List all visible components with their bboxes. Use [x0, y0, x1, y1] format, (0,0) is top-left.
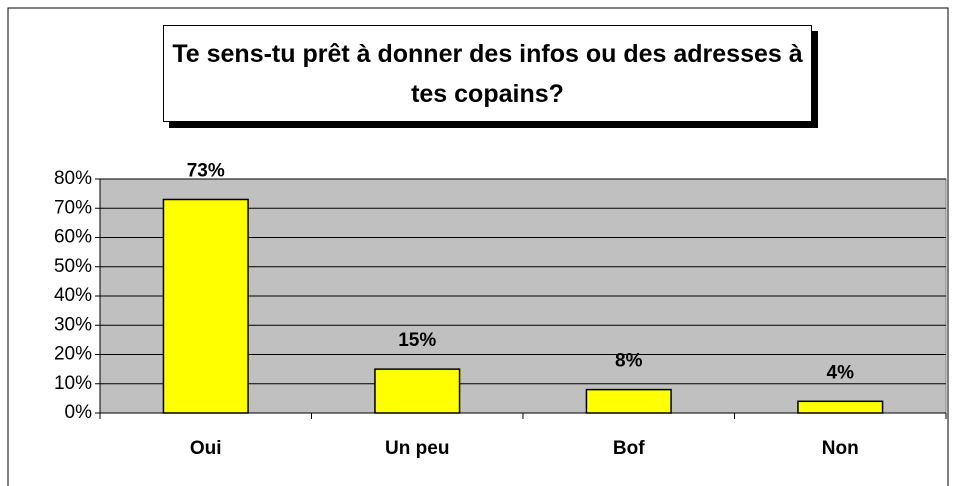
y-tick-label: 70%	[54, 197, 92, 218]
y-tick-label: 30%	[54, 314, 92, 335]
y-tick-label: 60%	[54, 227, 92, 248]
x-tick-label: Oui	[190, 438, 222, 459]
chart-border	[7, 7, 949, 486]
y-tick-label: 0%	[65, 402, 93, 423]
data-label: 15%	[398, 330, 436, 351]
data-label: 8%	[615, 351, 643, 372]
y-tick-label: 50%	[54, 256, 92, 277]
data-label: 73%	[187, 160, 225, 181]
bar	[797, 400, 884, 414]
x-tick-label: Un peu	[385, 438, 449, 459]
bar	[374, 368, 461, 414]
y-tick-label: 40%	[54, 285, 92, 306]
y-tick-label: 10%	[54, 373, 92, 394]
bar	[585, 388, 672, 414]
bar	[162, 198, 249, 414]
x-tick-label: Bof	[613, 438, 645, 459]
data-label: 4%	[827, 362, 855, 383]
chart-title: Te sens-tu prêt à donner des infos ou de…	[163, 25, 812, 122]
x-tick-label: Non	[822, 438, 859, 459]
y-tick-label: 20%	[54, 344, 92, 365]
y-tick-label: 80%	[54, 168, 92, 189]
